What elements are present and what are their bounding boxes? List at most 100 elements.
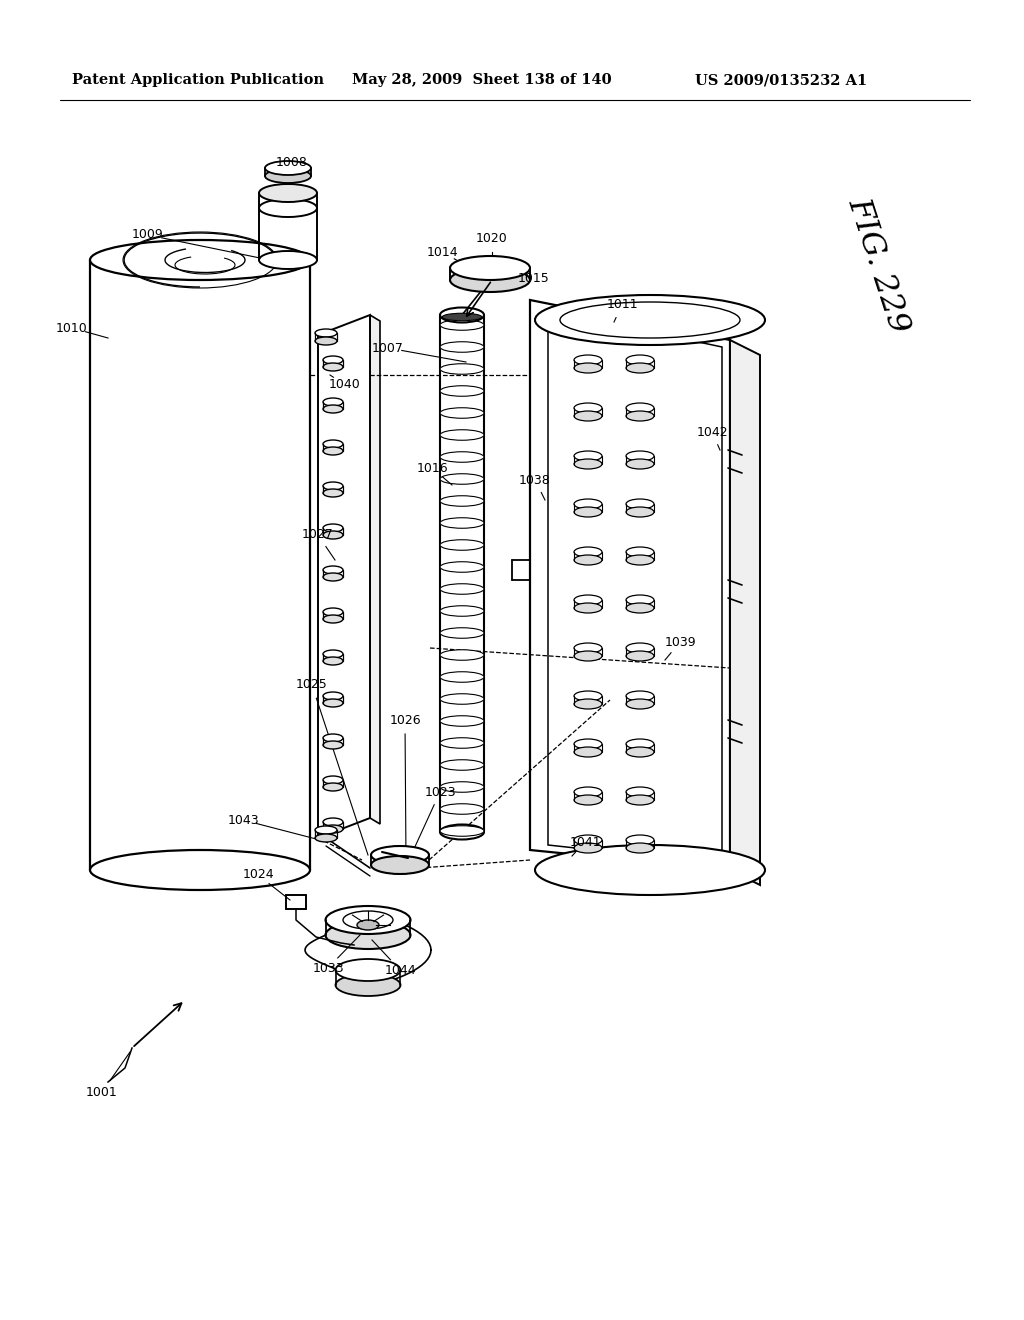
- Ellipse shape: [371, 855, 429, 874]
- Ellipse shape: [323, 399, 343, 407]
- Ellipse shape: [574, 843, 602, 853]
- Ellipse shape: [626, 690, 654, 701]
- Ellipse shape: [323, 447, 343, 455]
- Ellipse shape: [326, 906, 411, 935]
- Ellipse shape: [323, 531, 343, 539]
- Ellipse shape: [440, 583, 484, 594]
- Ellipse shape: [574, 355, 602, 366]
- Ellipse shape: [574, 459, 602, 469]
- Ellipse shape: [574, 411, 602, 421]
- Ellipse shape: [626, 603, 654, 612]
- Ellipse shape: [315, 834, 337, 842]
- Ellipse shape: [440, 738, 484, 748]
- Text: 1038: 1038: [519, 474, 551, 487]
- Ellipse shape: [323, 482, 343, 490]
- Ellipse shape: [323, 440, 343, 447]
- Ellipse shape: [574, 554, 602, 565]
- Polygon shape: [730, 341, 760, 884]
- Ellipse shape: [450, 268, 530, 292]
- Ellipse shape: [440, 562, 484, 573]
- Ellipse shape: [440, 319, 484, 330]
- Ellipse shape: [535, 845, 765, 895]
- Ellipse shape: [323, 524, 343, 532]
- Text: FIG. 229: FIG. 229: [842, 193, 914, 337]
- Text: 1023: 1023: [424, 785, 456, 799]
- Ellipse shape: [323, 356, 343, 364]
- Ellipse shape: [440, 825, 484, 840]
- Ellipse shape: [626, 546, 654, 557]
- Ellipse shape: [323, 776, 343, 784]
- Ellipse shape: [371, 846, 429, 865]
- Ellipse shape: [626, 595, 654, 605]
- Ellipse shape: [626, 554, 654, 565]
- Ellipse shape: [440, 517, 484, 528]
- Ellipse shape: [440, 804, 484, 814]
- Ellipse shape: [574, 795, 602, 805]
- Ellipse shape: [440, 540, 484, 550]
- Ellipse shape: [323, 741, 343, 748]
- Text: 1043: 1043: [227, 813, 259, 826]
- Ellipse shape: [265, 169, 311, 183]
- Text: 1008: 1008: [276, 156, 308, 169]
- Ellipse shape: [626, 363, 654, 374]
- Polygon shape: [370, 315, 380, 824]
- Ellipse shape: [626, 747, 654, 756]
- Ellipse shape: [626, 451, 654, 461]
- Text: 1044: 1044: [384, 964, 416, 977]
- Text: 1040: 1040: [329, 379, 360, 392]
- Ellipse shape: [626, 643, 654, 653]
- Text: 1024: 1024: [243, 869, 273, 882]
- Polygon shape: [318, 315, 370, 838]
- Ellipse shape: [259, 199, 317, 216]
- Ellipse shape: [315, 329, 337, 337]
- Ellipse shape: [440, 672, 484, 682]
- Ellipse shape: [440, 496, 484, 507]
- Text: 1039: 1039: [665, 635, 696, 648]
- Ellipse shape: [440, 474, 484, 484]
- Ellipse shape: [440, 781, 484, 792]
- Ellipse shape: [440, 760, 484, 771]
- Ellipse shape: [535, 294, 765, 345]
- Text: 1026: 1026: [389, 714, 421, 726]
- Ellipse shape: [90, 240, 310, 280]
- Ellipse shape: [323, 783, 343, 791]
- Text: 1015: 1015: [518, 272, 550, 285]
- Text: 1025: 1025: [296, 678, 328, 692]
- Ellipse shape: [626, 459, 654, 469]
- Ellipse shape: [323, 818, 343, 826]
- Ellipse shape: [574, 507, 602, 517]
- Text: Patent Application Publication: Patent Application Publication: [72, 73, 324, 87]
- Ellipse shape: [259, 251, 317, 269]
- Ellipse shape: [440, 715, 484, 726]
- Ellipse shape: [323, 657, 343, 665]
- Ellipse shape: [574, 690, 602, 701]
- Ellipse shape: [574, 546, 602, 557]
- Ellipse shape: [574, 700, 602, 709]
- Ellipse shape: [626, 787, 654, 797]
- Ellipse shape: [323, 573, 343, 581]
- Ellipse shape: [323, 566, 343, 574]
- Text: 1016: 1016: [416, 462, 447, 474]
- Ellipse shape: [626, 507, 654, 517]
- Ellipse shape: [440, 430, 484, 441]
- Ellipse shape: [323, 405, 343, 413]
- Ellipse shape: [323, 692, 343, 700]
- Ellipse shape: [626, 651, 654, 661]
- Ellipse shape: [440, 408, 484, 418]
- Text: US 2009/0135232 A1: US 2009/0135232 A1: [695, 73, 867, 87]
- Ellipse shape: [440, 649, 484, 660]
- Text: 1007: 1007: [372, 342, 403, 355]
- Ellipse shape: [323, 649, 343, 657]
- Text: 1042: 1042: [696, 425, 728, 438]
- Ellipse shape: [440, 364, 484, 375]
- Ellipse shape: [574, 595, 602, 605]
- Ellipse shape: [626, 403, 654, 413]
- Text: 1027: 1027: [302, 528, 334, 541]
- Ellipse shape: [326, 921, 411, 949]
- Ellipse shape: [440, 628, 484, 639]
- Ellipse shape: [323, 700, 343, 708]
- Ellipse shape: [626, 411, 654, 421]
- Ellipse shape: [323, 488, 343, 498]
- Ellipse shape: [574, 739, 602, 748]
- Ellipse shape: [626, 843, 654, 853]
